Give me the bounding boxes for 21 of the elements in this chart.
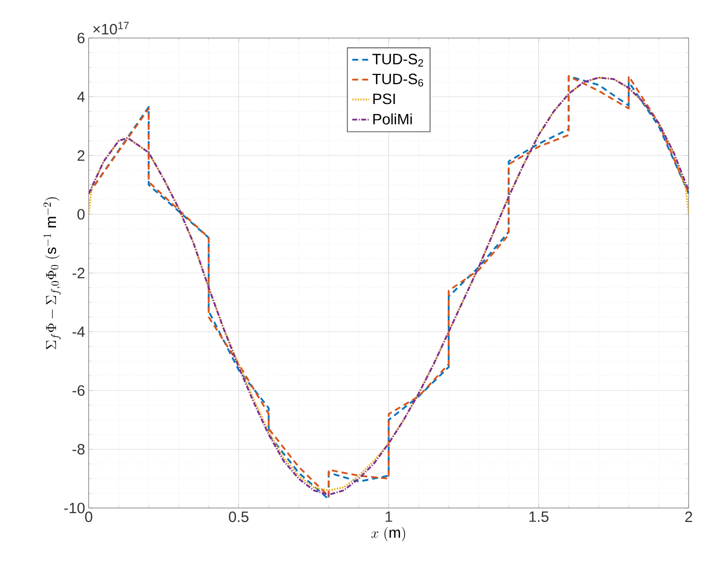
legend-label: PSI: [373, 94, 395, 104]
x-tick-label: 1.5: [529, 512, 548, 522]
y-tick-label: -4: [72, 326, 85, 337]
y-tick-label: 6: [78, 32, 85, 44]
y-tick-label: 2: [78, 150, 84, 161]
y-tick-label: -6: [72, 385, 85, 396]
x-axis-title: $x\ (\mathrm{m})$: [371, 526, 406, 542]
y-axis-title: $\Sigma_f\Phi - \Sigma_{f,0}\Phi_0\ (\mathrm{s}^{-1}\ \mathrm{m}^{-2})$: [44, 197, 61, 350]
legend-label: TUD-S$_{6}$: [372, 74, 424, 87]
y-tick-label: 4: [77, 92, 85, 102]
legend-label: PoliMi: [373, 113, 412, 124]
x-tick-label: 0: [85, 512, 92, 522]
y-tick-label: -8: [72, 444, 85, 455]
x-tick-label: 2: [685, 512, 692, 522]
x-tick-label: 0.5: [228, 512, 248, 522]
y-tick-label: -10: [64, 502, 85, 514]
text: ×10$^{17}$: [93, 22, 129, 34]
x-tick-label: 1: [386, 512, 392, 522]
legend-label: TUD-S$_{2}$: [372, 54, 424, 67]
y-tick-label: 0: [77, 208, 85, 220]
y-tick-label: -2: [72, 268, 84, 278]
